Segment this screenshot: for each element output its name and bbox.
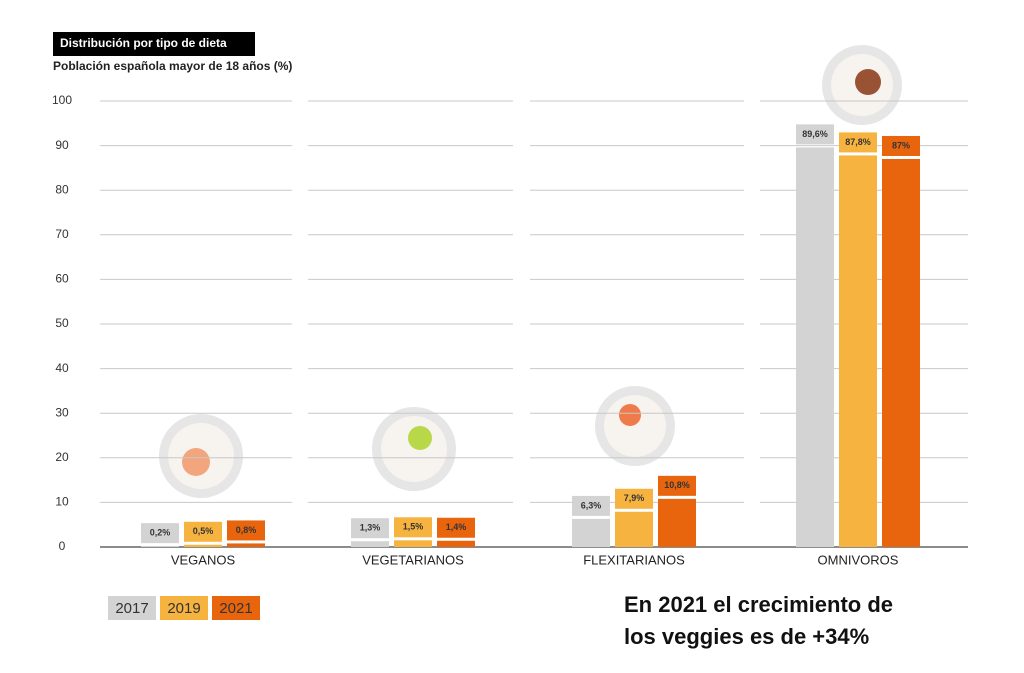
- x-tick-label: VEGETARIANOS: [362, 552, 464, 567]
- bar: [658, 498, 696, 547]
- legend-label: 2017: [115, 600, 148, 617]
- value-label: 87%: [892, 140, 910, 150]
- value-label-box: [437, 517, 475, 538]
- x-tick-label: FLEXITARIANOS: [583, 552, 685, 567]
- y-tick-label: 40: [55, 361, 69, 375]
- y-tick-label: 100: [52, 93, 72, 107]
- value-label-box: [572, 495, 610, 516]
- chart-title: Distribución por tipo de dieta: [60, 36, 227, 50]
- value-label: 0,2%: [150, 527, 171, 537]
- title-box: [53, 32, 255, 56]
- value-label-box: [394, 517, 432, 538]
- bar: [184, 544, 222, 547]
- annotation: los veggies es de +34%: [624, 624, 869, 649]
- legend-swatch: [160, 596, 208, 620]
- value-label: 0,5%: [193, 526, 214, 536]
- value-label-box: [796, 124, 834, 145]
- legend-swatch: [108, 596, 156, 620]
- value-label-box: [658, 475, 696, 496]
- x-tick-label: OMNIVOROS: [818, 552, 899, 567]
- value-label: 89,6%: [802, 129, 828, 139]
- bar: [839, 155, 877, 548]
- value-label-box: [882, 135, 920, 156]
- legend-swatch: [212, 596, 260, 620]
- bar: [227, 543, 265, 547]
- bar: [615, 511, 653, 547]
- y-tick-label: 30: [55, 405, 69, 419]
- y-tick-label: 80: [55, 182, 69, 196]
- y-tick-label: 90: [55, 138, 69, 152]
- value-label-box: [839, 132, 877, 153]
- bar: [437, 540, 475, 547]
- bar: [351, 541, 389, 547]
- value-label: 87,8%: [845, 137, 871, 147]
- y-tick-label: 0: [59, 539, 66, 553]
- y-tick-label: 20: [55, 450, 69, 464]
- annotation: En 2021 el crecimiento de: [624, 592, 893, 617]
- plate-icons: [159, 45, 902, 498]
- value-label: 1,3%: [360, 523, 381, 533]
- value-label-box: [227, 520, 265, 541]
- value-label: 10,8%: [664, 480, 690, 490]
- bar: [394, 540, 432, 547]
- value-label: 1,5%: [403, 522, 424, 532]
- legend-label: 2021: [219, 600, 252, 617]
- legend-label: 2019: [167, 600, 200, 617]
- bar: [796, 147, 834, 547]
- bar: [882, 158, 920, 548]
- value-label-box: [184, 521, 222, 542]
- x-tick-label: VEGANOS: [171, 552, 236, 567]
- value-label: 0,8%: [236, 525, 257, 535]
- value-label-box: [351, 518, 389, 539]
- value-label: 6,3%: [581, 500, 602, 510]
- value-label: 7,9%: [624, 493, 645, 503]
- bar: [572, 518, 610, 547]
- value-label-box: [141, 523, 179, 544]
- y-tick-label: 50: [55, 316, 69, 330]
- y-tick-label: 60: [55, 272, 69, 286]
- y-tick-label: 10: [55, 495, 69, 509]
- value-label-box: [615, 488, 653, 509]
- chart-subtitle: Población española mayor de 18 años (%): [53, 59, 292, 73]
- y-tick-label: 70: [55, 227, 69, 241]
- bar: [141, 546, 179, 547]
- value-label: 1,4%: [446, 522, 467, 532]
